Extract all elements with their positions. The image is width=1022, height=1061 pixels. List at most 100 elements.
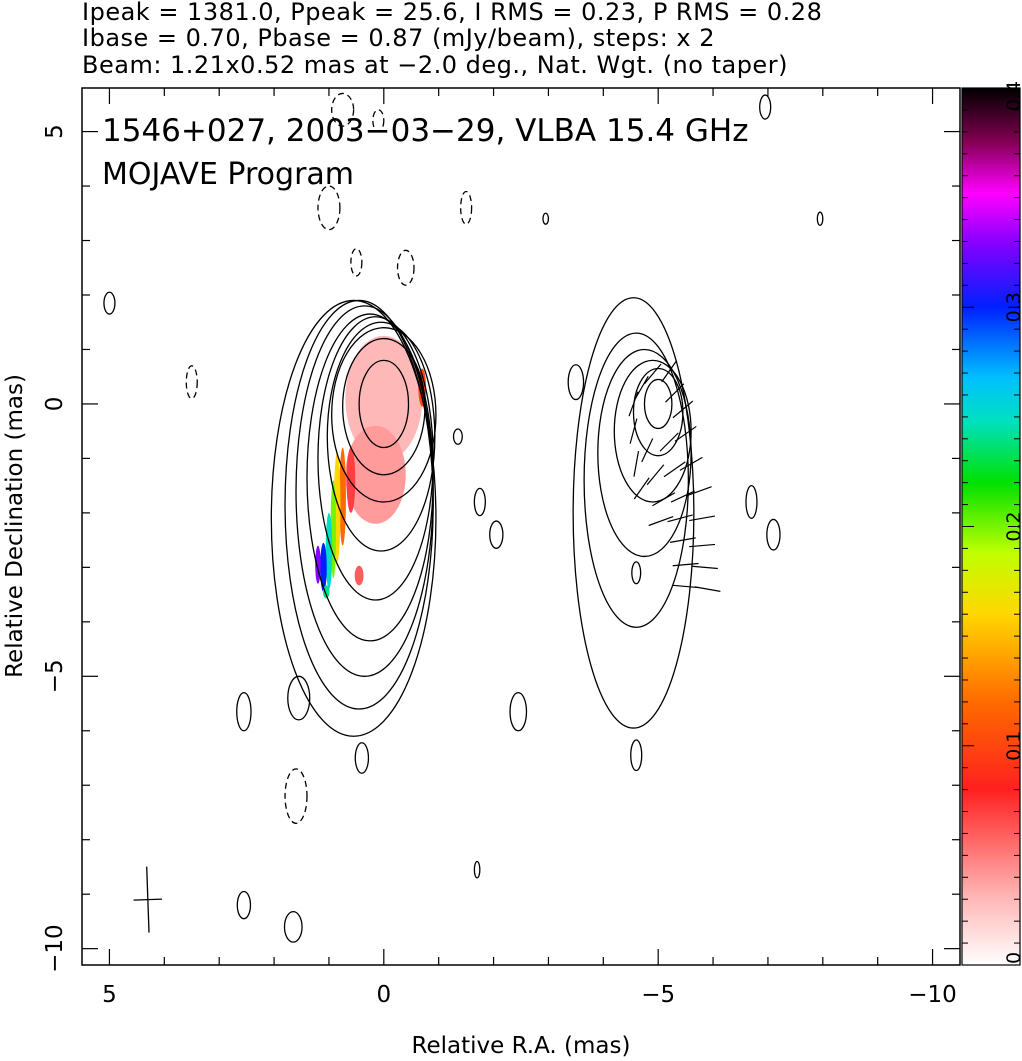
stokes-i-contour — [326, 321, 436, 552]
polarization-contour — [613, 359, 692, 503]
y-axis-label: Relative Declination (mas) — [2, 374, 28, 678]
header-line-1: Ipeak = 1381.0, Ppeak = 25.6, I RMS = 0.… — [82, 0, 822, 26]
noise-contour — [459, 190, 473, 225]
y-tick-label: 0 — [42, 397, 68, 412]
evpa-vector — [691, 565, 718, 570]
colorbar-tick-label: 0.1 — [1003, 731, 1022, 761]
noise-contour — [350, 248, 363, 277]
noise-contour — [236, 890, 252, 920]
colorbar-tick-label: 0 — [1003, 952, 1022, 964]
x-tick-label: −10 — [908, 982, 957, 1008]
beam-minor-axis — [133, 898, 163, 901]
colorbar-tick-label: 0.2 — [1003, 511, 1022, 541]
polarization-contour — [597, 348, 692, 558]
colorbar-ticks: 0 0.1 0.2 0.3 0.4 — [962, 81, 1022, 966]
evpa-vector — [633, 450, 640, 477]
evpa-vector — [641, 438, 654, 463]
evpa-vector — [669, 537, 696, 543]
evpa-vector — [674, 425, 697, 442]
polarized-fill-patch — [346, 447, 356, 513]
evpa-vector — [679, 456, 703, 471]
polarization-map-contours — [567, 94, 824, 772]
polarized-fill-patch — [322, 585, 330, 599]
noise-contour — [287, 675, 311, 721]
polarized-fill-patch — [320, 542, 327, 592]
evpa-vector — [665, 383, 685, 403]
noise-contour — [236, 691, 252, 732]
noise-contour — [631, 561, 642, 585]
noise-contour — [473, 860, 481, 879]
x-tick-label: 0 — [376, 982, 391, 1008]
colorbar-tick-label: 0.3 — [1003, 292, 1022, 322]
noise-contour — [317, 185, 341, 231]
evpa-vector — [672, 562, 699, 567]
evpa-vector — [694, 586, 721, 592]
stokes-i-contours — [103, 92, 550, 943]
evpa-vector — [648, 516, 674, 527]
y-tick-label: −10 — [42, 924, 68, 973]
axis-ticks — [82, 88, 960, 965]
noise-contour — [759, 94, 772, 120]
program-label: MOJAVE Program — [102, 157, 354, 192]
x-tick-label: −5 — [641, 982, 675, 1008]
evpa-vector — [661, 360, 678, 383]
evpa-vector — [689, 515, 715, 522]
x-axis-label: Relative R.A. (mas) — [412, 1033, 631, 1059]
noise-contour — [567, 364, 585, 401]
evpa-vectors — [628, 360, 721, 592]
evpa-vector — [634, 376, 649, 400]
polarized-intensity-fill — [315, 335, 427, 599]
noise-contour — [509, 691, 528, 732]
noise-contour — [630, 739, 643, 772]
y-tick-label: −5 — [42, 659, 68, 693]
noise-contour — [283, 910, 303, 943]
noise-contour — [372, 109, 385, 133]
noise-contour — [816, 211, 824, 226]
polarized-fill-patch — [354, 565, 364, 586]
polarized-fill-patch — [325, 512, 333, 590]
evpa-vector — [663, 461, 686, 478]
evpa-vector — [633, 477, 650, 500]
noise-contour — [489, 520, 504, 549]
colorbar-tick-label: 0.4 — [1003, 81, 1022, 111]
evpa-vector — [689, 543, 716, 548]
evpa-vector — [670, 490, 695, 503]
evpa-vector — [672, 584, 699, 589]
header-line-3: Beam: 1.21x0.52 mas at −2.0 deg., Nat. W… — [82, 51, 788, 79]
noise-contour — [542, 212, 550, 225]
noise-contour — [103, 291, 116, 315]
stokes-i-contour — [331, 327, 437, 503]
noise-contour — [185, 365, 198, 400]
header-line-2: Ibase = 0.70, Pbase = 0.87 (mJy/beam), s… — [82, 24, 715, 52]
evpa-vector — [659, 432, 679, 452]
evpa-vector — [686, 486, 712, 497]
evpa-vector — [646, 464, 665, 486]
beam-marker — [133, 866, 163, 933]
polarization-contour — [583, 332, 690, 628]
noise-contour — [396, 249, 415, 286]
evpa-vector — [672, 400, 694, 419]
x-tick-label: 5 — [102, 982, 117, 1008]
axis-tick-labels: 5 0 −5 −10 5 0 −5 −10 — [42, 124, 957, 1008]
y-tick-label: 5 — [42, 124, 68, 139]
noise-contour — [766, 518, 781, 551]
noise-contour — [284, 768, 308, 825]
plot-area — [103, 92, 824, 943]
polarization-contour — [643, 378, 673, 430]
evpa-vector — [643, 363, 662, 385]
evpa-vector — [628, 391, 639, 417]
source-label: 1546+027, 2003−03−29, VLBA 15.4 GHz — [102, 113, 748, 149]
evpa-vector — [667, 514, 693, 523]
stokes-i-contour — [270, 299, 437, 737]
stokes-i-contour — [358, 359, 410, 449]
noise-contour — [354, 742, 370, 774]
plot-frame — [81, 87, 961, 966]
evpa-vector — [629, 418, 638, 444]
noise-contour — [452, 428, 463, 445]
noise-contour — [745, 484, 758, 519]
noise-contour — [473, 487, 486, 517]
polarization-outer-contour — [572, 297, 695, 729]
polarized-fill-patch — [345, 425, 406, 524]
noise-contour — [331, 92, 355, 127]
